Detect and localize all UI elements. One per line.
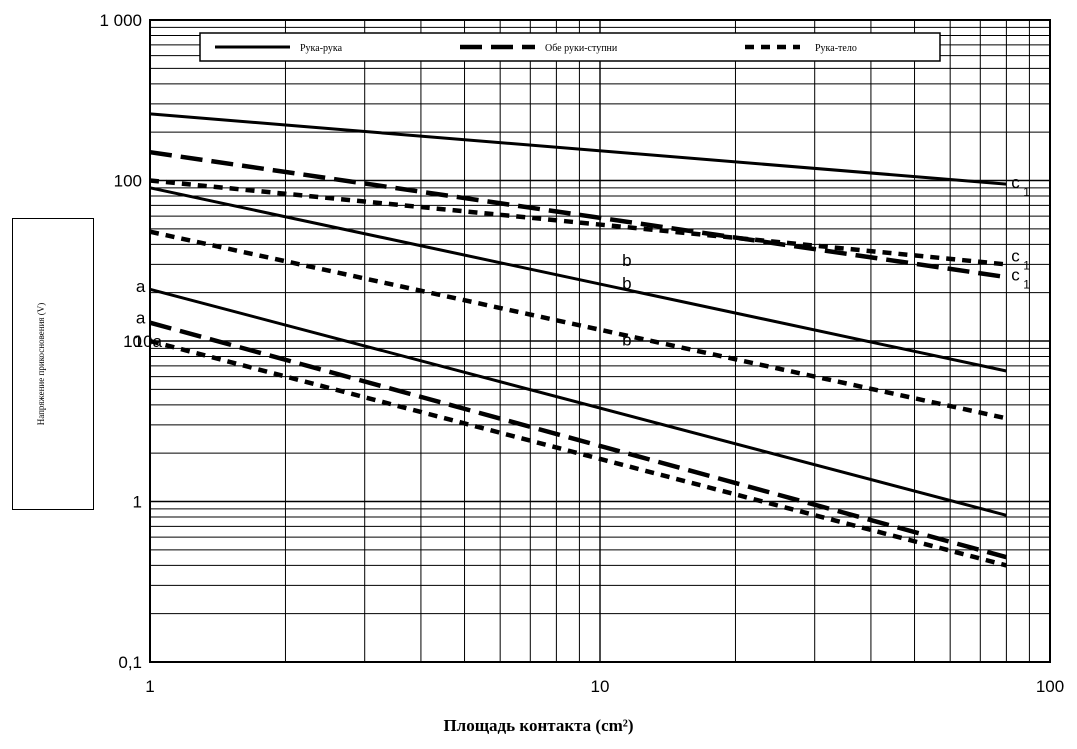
annotation-subscript: 1 — [1023, 259, 1030, 273]
legend-box — [199, 32, 941, 62]
x-tick-label: 10 — [591, 677, 610, 696]
annotation-label: c — [1011, 173, 1020, 192]
legend-label: Рука-тело — [815, 43, 857, 54]
y-tick-label: 100 — [114, 172, 142, 191]
legend-label: Обе руки-ступни — [545, 43, 618, 54]
y-tick-label: 10 — [123, 332, 142, 351]
y-tick-label: 1 — [133, 493, 142, 512]
series-line-dotted — [149, 229, 1007, 421]
y-axis-label-box — [12, 218, 94, 510]
annotation-label: a — [136, 277, 146, 296]
x-axis-label: Площадь контакта (cm²) — [443, 716, 634, 735]
annotation-label: b — [622, 331, 631, 350]
y-axis-label: Напряжение прикосновения (V) — [36, 302, 46, 426]
annotation-label: c — [1011, 247, 1020, 266]
series-line-solid — [149, 112, 1007, 186]
series-line-dashed — [149, 149, 1007, 280]
legend-label: Рука-рука — [300, 43, 343, 54]
x-tick-label: 1 — [145, 677, 154, 696]
x-tick-label: 100 — [1036, 677, 1064, 696]
annotation-subscript: 1 — [1023, 277, 1030, 291]
annotation-label: b — [622, 274, 631, 293]
annotation-label: c — [1011, 265, 1020, 284]
annotation-subscript: 1 — [1023, 185, 1030, 199]
series-line-solid — [149, 186, 1007, 373]
annotation-label: 10a — [134, 332, 163, 351]
annotation-label: a — [136, 309, 146, 328]
series-line-dashed — [149, 320, 1007, 560]
series-line-solid — [149, 287, 1007, 517]
y-tick-label: 0,1 — [118, 653, 142, 672]
annotation-label: b — [622, 251, 631, 270]
y-tick-label: 1 000 — [99, 11, 142, 30]
series-line-dotted — [149, 338, 1007, 568]
